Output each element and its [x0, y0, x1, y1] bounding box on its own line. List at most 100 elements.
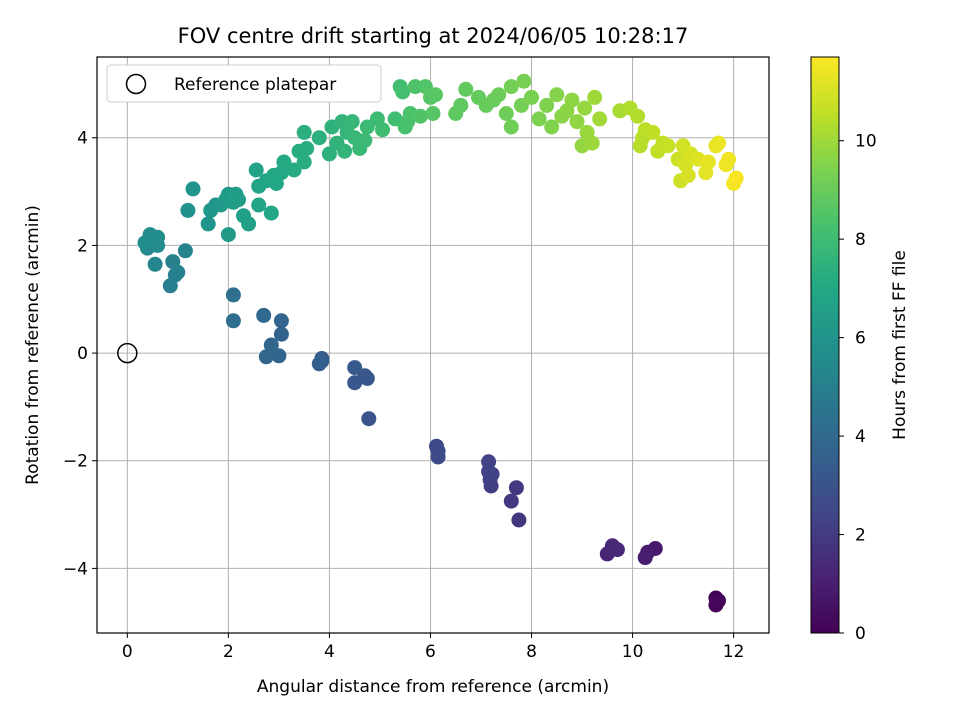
data-point — [577, 100, 593, 116]
data-point — [511, 512, 527, 528]
data-point — [311, 130, 327, 146]
data-point — [524, 89, 539, 105]
colorbar-label: Hours from first FF file — [890, 250, 910, 440]
data-point — [150, 229, 166, 245]
data-point — [508, 480, 524, 496]
data-point — [263, 337, 279, 353]
data-point — [412, 108, 428, 124]
data-point — [276, 154, 292, 170]
data-point — [430, 449, 446, 465]
data-point — [458, 81, 474, 97]
data-point — [721, 151, 737, 167]
x-tick-label: 2 — [223, 642, 234, 662]
data-point — [200, 216, 216, 232]
data-point — [544, 119, 560, 135]
chart-title: FOV centre drift starting at 2024/06/05 … — [178, 24, 689, 48]
data-point — [177, 243, 193, 259]
data-point — [660, 138, 676, 154]
data-point — [645, 124, 661, 140]
data-point — [498, 106, 514, 121]
colorbar — [810, 56, 840, 634]
colorbar-tick-label: 10 — [855, 132, 877, 152]
data-point — [503, 79, 519, 95]
data-point — [503, 119, 519, 135]
y-axis-label: Rotation from reference (arcmin) — [23, 205, 43, 485]
data-point — [185, 181, 201, 197]
colorbar-tick-label: 8 — [855, 230, 866, 250]
colorbar-tick-label: 0 — [855, 624, 866, 644]
data-point — [700, 154, 716, 170]
data-point — [347, 360, 363, 376]
data-point — [630, 108, 646, 124]
data-point — [271, 348, 287, 364]
data-point — [147, 256, 163, 272]
x-tick-label: 10 — [622, 642, 644, 662]
reference-point — [117, 342, 138, 364]
data-point — [321, 146, 337, 162]
data-point — [225, 313, 241, 329]
x-axis-label: Angular distance from reference (arcmin) — [257, 677, 609, 697]
x-tick-label: 4 — [324, 642, 335, 662]
data-point — [296, 154, 312, 170]
data-point — [357, 132, 373, 148]
data-point — [428, 87, 443, 103]
data-point — [251, 197, 267, 213]
data-point — [516, 73, 532, 89]
data-point — [609, 542, 625, 558]
data-point — [361, 411, 377, 427]
data-point — [248, 162, 264, 178]
data-point — [231, 192, 246, 208]
y-tick-label: 0 — [77, 344, 88, 364]
data-point — [137, 235, 153, 251]
data-points — [137, 73, 744, 613]
data-point — [728, 170, 744, 186]
x-tick-label: 0 — [122, 642, 133, 662]
x-tick-label: 6 — [425, 642, 436, 662]
y-tick-label: −4 — [63, 559, 88, 579]
x-tick-label: 8 — [526, 642, 537, 662]
data-point — [359, 119, 375, 135]
data-point — [347, 375, 363, 391]
data-point — [539, 97, 555, 113]
data-point — [531, 111, 547, 127]
data-point — [637, 550, 653, 566]
y-tick-label: 4 — [77, 129, 88, 149]
data-point — [314, 353, 330, 369]
data-point — [569, 114, 585, 130]
data-point — [711, 135, 726, 151]
plot-frame — [96, 56, 770, 634]
colorbar-ticks: 0 2 4 6 8 10 — [839, 132, 877, 644]
data-point — [587, 89, 603, 105]
data-point — [564, 92, 580, 108]
data-point — [549, 87, 565, 103]
data-point — [296, 124, 312, 140]
data-point — [180, 202, 196, 218]
data-point — [263, 205, 279, 221]
data-point — [680, 167, 696, 183]
data-point — [395, 84, 411, 100]
data-point — [375, 122, 390, 138]
x-tick-label: 12 — [723, 642, 745, 662]
data-point — [481, 454, 497, 470]
data-point — [258, 349, 274, 365]
colorbar-tick-label: 4 — [855, 427, 866, 447]
x-axis-ticks: 0 2 4 6 8 10 12 — [122, 633, 745, 662]
data-point — [592, 111, 608, 127]
colorbar-tick-label: 6 — [855, 329, 866, 349]
data-point — [241, 216, 257, 232]
reference-marker — [117, 342, 138, 364]
data-point — [273, 313, 289, 329]
y-axis-ticks: −4 −2 0 2 4 — [63, 129, 97, 579]
data-point — [425, 106, 441, 121]
y-tick-label: 2 — [77, 236, 88, 256]
data-point — [225, 287, 241, 303]
data-point — [387, 111, 403, 127]
data-point — [165, 254, 181, 270]
data-point — [273, 326, 289, 342]
data-point — [503, 493, 519, 509]
data-point — [337, 143, 353, 159]
data-point — [491, 87, 507, 103]
data-point — [286, 162, 302, 178]
data-point — [513, 97, 529, 113]
legend-label: Reference platepar — [174, 75, 336, 95]
